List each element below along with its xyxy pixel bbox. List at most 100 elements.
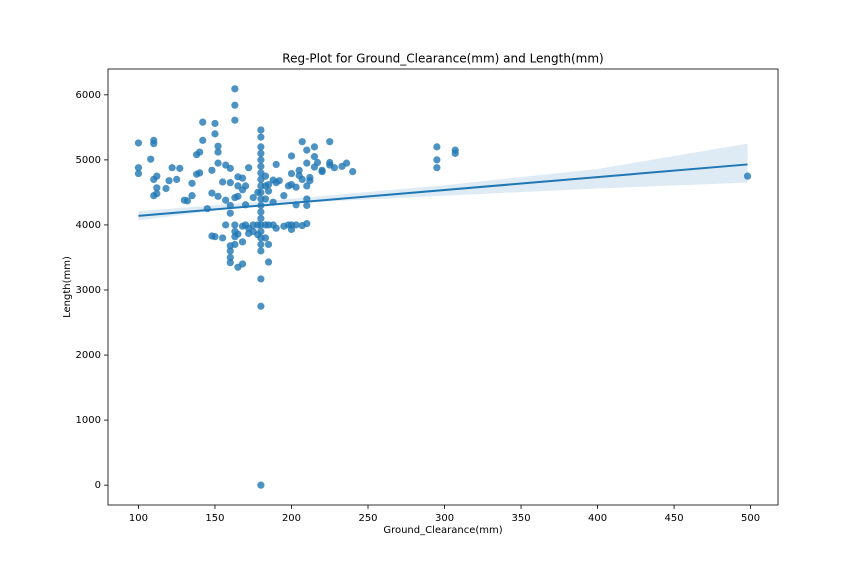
scatter-point bbox=[214, 192, 222, 200]
scatter-point bbox=[295, 166, 303, 174]
scatter-point bbox=[257, 481, 265, 489]
scatter-point bbox=[433, 164, 441, 172]
scatter-point bbox=[231, 116, 239, 124]
scatter-point bbox=[211, 233, 219, 241]
scatter-point bbox=[433, 143, 441, 151]
scatter-point bbox=[226, 253, 234, 262]
scatter-point bbox=[257, 247, 265, 255]
scatter-point bbox=[330, 164, 338, 172]
scatter-point bbox=[261, 234, 270, 242]
scatter-point bbox=[349, 167, 357, 176]
scatter-point bbox=[231, 221, 239, 229]
scatter-point bbox=[214, 142, 222, 150]
chart-title: Reg-Plot for Ground_Clearance(mm) and Le… bbox=[282, 52, 603, 66]
scatter-point bbox=[264, 258, 273, 266]
scatter-point bbox=[433, 156, 441, 164]
x-tick-label: 400 bbox=[588, 513, 607, 524]
scatter-point bbox=[264, 240, 273, 249]
x-tick-label: 150 bbox=[205, 513, 224, 524]
scatter-point bbox=[257, 156, 265, 164]
axes-frame bbox=[107, 68, 779, 506]
y-tick-label: 3000 bbox=[76, 285, 101, 296]
y-axis-label: Length(mm) bbox=[62, 256, 73, 318]
scatter-point bbox=[134, 139, 143, 147]
scatter-point bbox=[165, 177, 173, 185]
scatter-point bbox=[238, 238, 247, 246]
scatter-point bbox=[342, 159, 351, 167]
scatter-point bbox=[261, 195, 270, 203]
x-tick-label: 450 bbox=[665, 513, 684, 524]
scatter-point bbox=[303, 201, 311, 210]
scatter-point bbox=[275, 177, 283, 185]
scatter-point bbox=[231, 85, 239, 93]
scatter-point bbox=[222, 221, 230, 229]
x-tick-label: 250 bbox=[358, 513, 377, 524]
scatter-point bbox=[196, 148, 204, 156]
y-tick-label: 1000 bbox=[76, 415, 101, 426]
scatter-point bbox=[162, 184, 170, 193]
scatter-point bbox=[147, 155, 155, 163]
scatter-point bbox=[168, 164, 176, 172]
y-tick-label: 4000 bbox=[76, 220, 101, 231]
scatter-point bbox=[231, 101, 239, 109]
scatter-point bbox=[318, 166, 326, 174]
scatter-point bbox=[188, 192, 196, 200]
scatter-point bbox=[287, 152, 296, 160]
scatter-point bbox=[287, 169, 296, 178]
scatter-point bbox=[222, 196, 230, 204]
scatter-point bbox=[261, 172, 270, 180]
scatter-point bbox=[326, 138, 334, 146]
scatter-point bbox=[313, 158, 322, 167]
scatter-point bbox=[257, 126, 265, 134]
scatter-point bbox=[238, 174, 247, 182]
scatter-point bbox=[257, 302, 265, 310]
x-tick-label: 100 bbox=[129, 513, 148, 524]
scatter-point bbox=[188, 179, 196, 187]
scatter-point bbox=[226, 209, 234, 217]
scatter-point bbox=[257, 149, 265, 157]
scatter-point bbox=[257, 162, 265, 170]
scatter-point bbox=[183, 197, 192, 205]
scatter-point bbox=[245, 164, 253, 172]
scatter-point bbox=[153, 172, 161, 180]
scatter-point bbox=[257, 240, 265, 249]
scatter-point bbox=[214, 159, 222, 167]
scatter-point bbox=[306, 177, 314, 185]
scatter-point bbox=[208, 189, 216, 197]
scatter-point bbox=[257, 143, 265, 151]
scatter-point bbox=[211, 119, 219, 128]
scatter-point bbox=[234, 230, 242, 238]
scatter-point bbox=[226, 247, 234, 255]
scatter-point bbox=[196, 169, 204, 177]
y-tick-label: 6000 bbox=[76, 90, 101, 101]
scatter-point bbox=[134, 169, 143, 178]
scatter-point bbox=[257, 275, 265, 283]
scatter-point bbox=[257, 214, 265, 223]
x-tick-label: 350 bbox=[512, 513, 531, 524]
scatter-point bbox=[173, 175, 181, 183]
y-tick-label: 2000 bbox=[76, 350, 101, 361]
scatter-point bbox=[219, 178, 227, 186]
scatter-point bbox=[199, 118, 207, 126]
scatter-point bbox=[280, 192, 288, 200]
scatter-point bbox=[257, 227, 265, 236]
scatter-point bbox=[272, 160, 280, 169]
scatter-point bbox=[238, 260, 247, 268]
scatter-point bbox=[153, 184, 161, 192]
scatter-point bbox=[153, 190, 161, 198]
scatter-point bbox=[214, 148, 222, 156]
scatter-point bbox=[234, 192, 242, 200]
plot-area: 100 150 200 250 300 350 400 450 5000100020003000… bbox=[76, 85, 760, 524]
scatter-point bbox=[257, 133, 265, 141]
scatter-point bbox=[303, 182, 311, 190]
scatter-point bbox=[303, 146, 311, 154]
scatter-point bbox=[298, 138, 306, 146]
scatter-point bbox=[226, 179, 234, 187]
scatter-point bbox=[310, 143, 319, 151]
scatter-point bbox=[264, 181, 273, 189]
confidence-band bbox=[138, 143, 748, 221]
scatter-point bbox=[303, 159, 311, 167]
y-tick-label: 5000 bbox=[76, 155, 101, 166]
scatter-point bbox=[231, 240, 239, 249]
